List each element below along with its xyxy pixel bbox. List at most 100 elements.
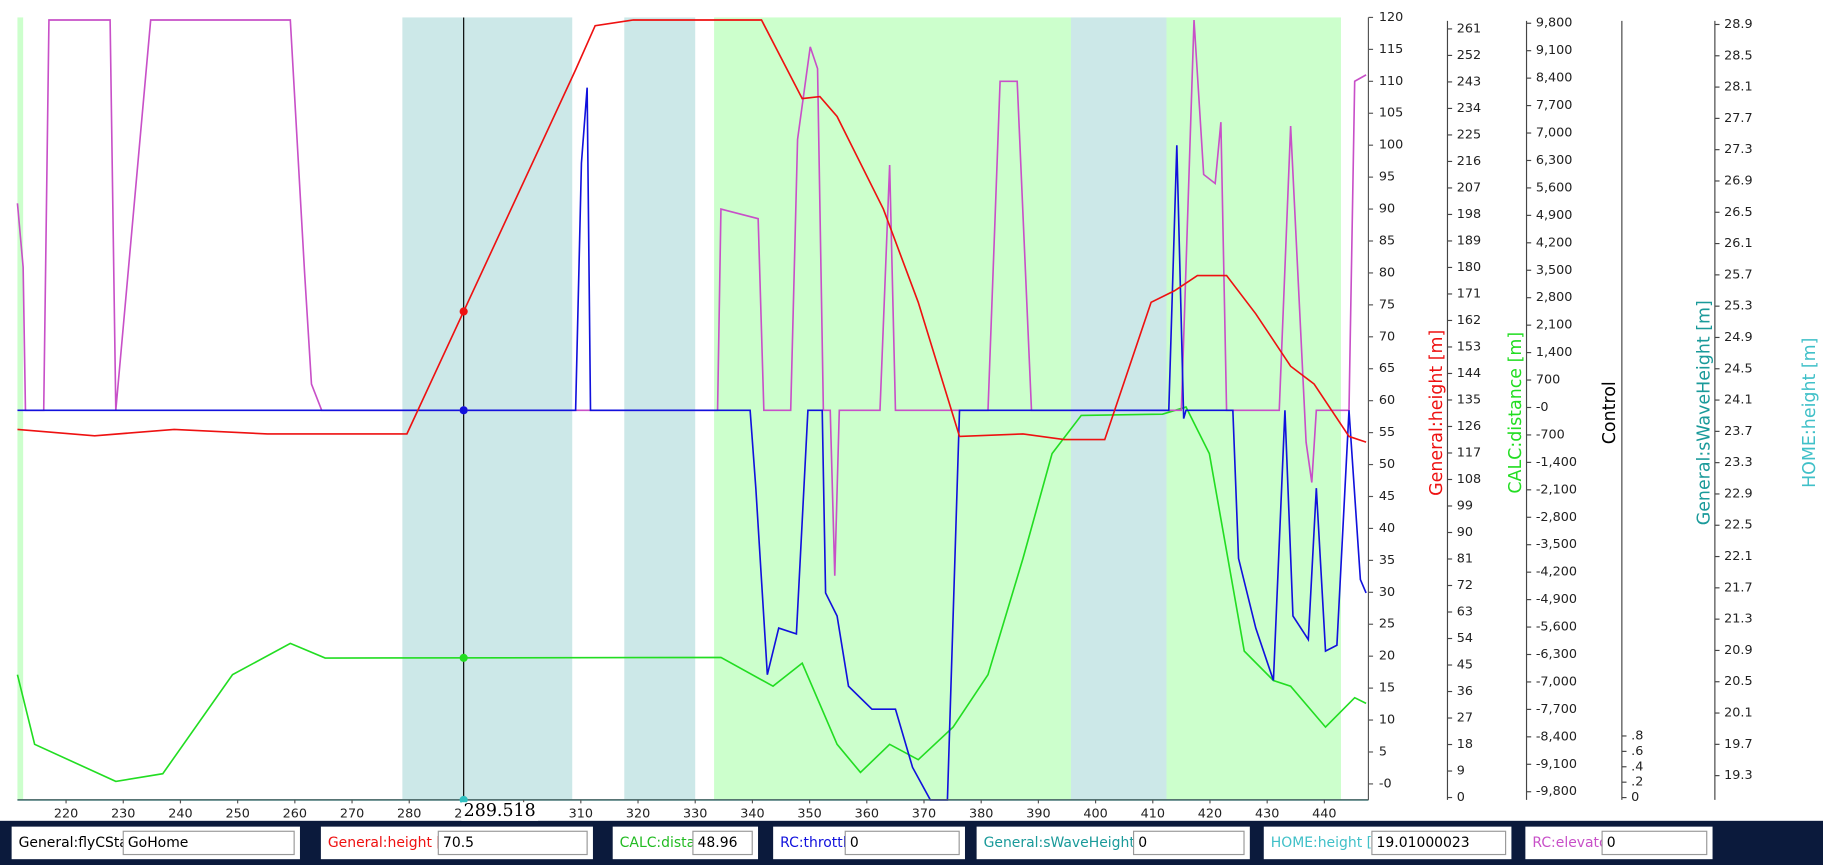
axis-tick-label: -0	[1536, 400, 1549, 415]
axis-tick-label: 28.1	[1724, 80, 1752, 95]
cursor-label-bg	[461, 802, 539, 821]
axis-tick-label: 24.5	[1724, 361, 1752, 376]
axis-tick-label: -9,800	[1536, 784, 1577, 799]
y-tick-label: 90	[1379, 202, 1395, 217]
axis-tick-label: 126	[1457, 419, 1481, 434]
axis-tick-label: 7,700	[1536, 98, 1573, 113]
axis-tick-label: 18	[1457, 737, 1473, 752]
cursor-dot	[459, 307, 468, 316]
axis-tick-label: -4,900	[1536, 592, 1577, 607]
axis-tick-label: 189	[1457, 233, 1481, 248]
axis-tick-label: 9,800	[1536, 16, 1573, 31]
status-field-value: 0	[1607, 835, 1616, 851]
status-field-value: 0	[1138, 835, 1147, 851]
axis-tick-label: 4,200	[1536, 235, 1573, 250]
x-tick-label: 280	[397, 806, 421, 821]
status-field-value: 70.5	[443, 835, 474, 851]
x-tick-label: 440	[1312, 806, 1336, 821]
x-tick-label: 400	[1083, 806, 1107, 821]
y-tick-label: 15	[1379, 681, 1395, 696]
axis-tick-label: 9	[1457, 764, 1465, 779]
axis-tick-label: 25.7	[1724, 267, 1752, 282]
y-tick-label: 25	[1379, 617, 1395, 632]
axis-tick-label: 20.1	[1724, 706, 1752, 721]
axis-tick-label: 700	[1536, 373, 1560, 388]
axis-tick-label: 6,300	[1536, 153, 1573, 168]
axis-tick-label: 3,500	[1536, 263, 1573, 278]
y-tick-label: 100	[1379, 138, 1403, 153]
axis-tick-label: 0	[1457, 790, 1465, 805]
axis-tick-label: 21.7	[1724, 580, 1752, 595]
axis-title: HOME:height [m]	[1800, 338, 1820, 488]
axis-tick-label: 135	[1457, 392, 1481, 407]
y-tick-label: 110	[1379, 74, 1403, 89]
x-tick-label: 420	[1198, 806, 1222, 821]
axis-tick-label: .2	[1631, 775, 1643, 790]
cursor-dot	[459, 406, 468, 415]
axis-tick-label: 21.3	[1724, 612, 1752, 627]
status-field-input	[1132, 830, 1245, 856]
axis-tick-label: 26.1	[1724, 236, 1752, 251]
axis-tick-label: 23.7	[1724, 424, 1752, 439]
axis-tick-label: 252	[1457, 48, 1481, 63]
y-tick-label: 115	[1379, 42, 1403, 57]
axis-tick-label: 54	[1457, 631, 1473, 646]
status-field-input	[1601, 830, 1708, 856]
status-field-input	[844, 830, 960, 856]
status-field-input	[692, 830, 753, 856]
x-tick-label: 240	[168, 806, 192, 821]
axis-tick-label: 26.9	[1724, 173, 1752, 188]
axis-tick-label: -7,700	[1536, 702, 1577, 717]
axis-tick-label: 9,100	[1536, 43, 1573, 58]
axis-tick-label: 24.1	[1724, 393, 1752, 408]
y-tick-label: 95	[1379, 170, 1395, 185]
x-tick-label: 250	[225, 806, 249, 821]
status-field-value: 0	[850, 835, 859, 851]
status-field-label: HOME:height [m]	[1271, 835, 1391, 851]
axis-tick-label: -2,100	[1536, 482, 1577, 497]
axis-tick-label: 198	[1457, 207, 1481, 222]
y-tick-label: 20	[1379, 649, 1395, 664]
status-field-value: GoHome	[128, 835, 189, 851]
axis-tick-label: 261	[1457, 21, 1481, 36]
status-field-label: RC:elevator	[1532, 835, 1613, 851]
axis-tick-label: -8,400	[1536, 729, 1577, 744]
axis-title: General:sWaveHeight [m]	[1694, 300, 1714, 525]
axis-tick-label: 207	[1457, 180, 1481, 195]
axis-tick-label: 99	[1457, 498, 1473, 513]
axis-tick-label: 72	[1457, 578, 1473, 593]
axis-tick-label: 26.5	[1724, 205, 1752, 220]
y-tick-label: 50	[1379, 457, 1395, 472]
axis-tick-label: .4	[1631, 759, 1643, 774]
status-field-input	[1371, 830, 1507, 856]
axis-tick-label: 108	[1457, 472, 1481, 487]
status-field-label: General:flyCState	[19, 835, 142, 851]
x-tick-label: 270	[340, 806, 364, 821]
axis-tick-label: 234	[1457, 101, 1481, 116]
axis-tick-label: .8	[1631, 728, 1643, 743]
series-line	[16, 19, 1367, 576]
axis-tick-label: -9,100	[1536, 757, 1577, 772]
axis-tick-label: 117	[1457, 445, 1481, 460]
axis-title: Control	[1600, 381, 1620, 444]
axis-tick-label: 19.3	[1724, 768, 1752, 783]
y-tick-label: 45	[1379, 489, 1395, 504]
axis-tick-label: 171	[1457, 286, 1481, 301]
axis-tick-label: 81	[1457, 552, 1473, 567]
x-tick-label: 320	[626, 806, 650, 821]
highlight-band	[1166, 17, 1341, 800]
x-tick-label: 330	[683, 806, 707, 821]
highlight-band	[402, 17, 573, 800]
axis-title: General:height [m]	[1427, 330, 1447, 496]
axis-tick-label: 20.5	[1724, 674, 1752, 689]
x-tick-label: 360	[855, 806, 879, 821]
x-tick-label: 430	[1255, 806, 1279, 821]
highlight-band	[714, 17, 1071, 800]
axis-tick-label: 36	[1457, 684, 1473, 699]
axis-tick-label: 45	[1457, 658, 1473, 673]
axis-tick-label: 153	[1457, 339, 1481, 354]
axis-tick-label: 2,800	[1536, 290, 1573, 305]
axis-tick-label: 7,000	[1536, 126, 1573, 141]
